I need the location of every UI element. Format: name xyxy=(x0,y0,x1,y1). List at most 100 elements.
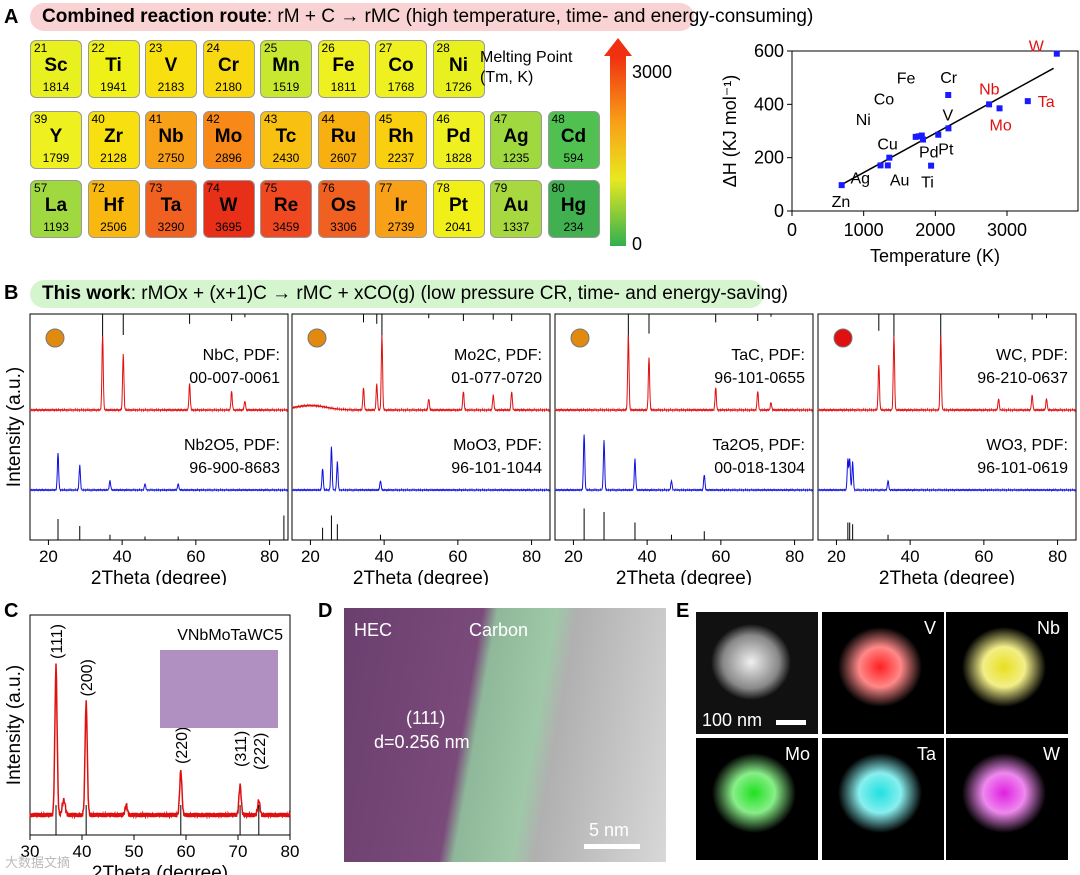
element-symbol: V xyxy=(164,55,178,76)
point-label: Au xyxy=(890,172,910,189)
melting-point: 1235 xyxy=(502,151,530,165)
melting-point: 1941 xyxy=(100,80,127,94)
panel-a-label: A xyxy=(4,6,19,28)
atomic-number: 57 xyxy=(34,181,48,195)
melting-point: 2430 xyxy=(272,151,300,165)
oxide-label: Nb2O5, PDF: xyxy=(184,437,280,454)
carbide-pattern xyxy=(817,335,1076,413)
atomic-number: 76 xyxy=(321,181,335,195)
x-axis-label: Temperature (K) xyxy=(870,246,1000,266)
data-point xyxy=(986,101,993,108)
point-label: Co xyxy=(874,91,895,108)
y-axis-label: Intensity (a.u.) xyxy=(4,367,25,487)
plot-frame xyxy=(29,614,291,836)
melting-point: 3459 xyxy=(272,220,300,234)
element-tile-nb: 41 Nb 2750 xyxy=(145,111,197,169)
melting-point: 1814 xyxy=(42,80,70,94)
hec-pattern xyxy=(29,663,291,820)
x-tick-label: 40 xyxy=(638,547,657,566)
panel-c-label: C xyxy=(4,600,19,622)
carbide-label: Mo2C, PDF: xyxy=(454,347,542,364)
x-axis-label: 2Theta (degree) xyxy=(92,863,228,875)
data-point xyxy=(838,182,845,189)
x-tick-label: 40 xyxy=(375,547,394,566)
x-tick-label: 60 xyxy=(177,842,196,861)
colorbar-max: 3000 xyxy=(632,62,673,82)
y-axis-label: Intensity (a.u.) xyxy=(4,665,25,785)
data-point xyxy=(1053,50,1060,57)
atomic-number: 43 xyxy=(264,112,278,126)
melting-point: 2506 xyxy=(100,220,127,234)
element-tile-pt: 78 Pt 2041 xyxy=(432,180,485,238)
element-tile-ti: 22 Ti 1941 xyxy=(87,40,140,98)
xrd-subplot: Mo2C, PDF: 01-077-0720 MoO3, PDF: 96-101-10… xyxy=(283,313,551,585)
atomic-number: 23 xyxy=(149,41,163,55)
oxide-pdf-label: 96-900-8683 xyxy=(189,460,280,477)
point-label: Pd xyxy=(919,145,939,162)
scale-label: 100 nm xyxy=(702,710,763,730)
atomic-number: 28 xyxy=(436,41,450,55)
element-symbol: Rh xyxy=(388,126,414,147)
x-tick-label: 20 xyxy=(564,547,583,566)
element-symbol: La xyxy=(44,195,68,216)
element-tile-cr: 24 Cr 2180 xyxy=(202,40,255,98)
dh-vs-temperature-chart: 0 1000 2000 3000 0 200 400 600 Temperature (K) ΔH… xyxy=(720,39,1079,266)
melting-point: 3695 xyxy=(215,220,242,234)
banner-title: Combined reaction route xyxy=(42,6,267,27)
carbide-pattern xyxy=(29,335,288,413)
y-tick-label: 600 xyxy=(754,41,784,61)
point-label: Ti xyxy=(921,175,934,192)
x-tick-label: 40 xyxy=(73,842,92,861)
atomic-number: 72 xyxy=(91,181,105,195)
element-symbol: Co xyxy=(388,55,414,76)
element-tile-sc: 21 Sc 1814 xyxy=(30,40,82,98)
atomic-number: 48 xyxy=(551,112,565,126)
element-symbol: Hf xyxy=(103,195,124,216)
plot-frame xyxy=(817,313,1077,541)
point-label: Ni xyxy=(856,112,871,129)
colorbar xyxy=(610,56,626,246)
oxide-pattern xyxy=(554,434,813,493)
banner-text: : rM + C → rMC (high temperature, time- … xyxy=(266,6,814,27)
peak-label: (222) xyxy=(252,733,269,770)
xrd-subplot: WC, PDF: 96-210-0637 WO3, PDF: 96-101-0619 2… xyxy=(817,313,1077,585)
y-tick-label: 0 xyxy=(774,201,784,221)
element-tile-rh: 45 Rh 2237 xyxy=(375,111,427,169)
eds-map-nb: Nb xyxy=(946,612,1068,734)
x-tick-label: 80 xyxy=(260,547,279,566)
hrtem-image: HEC Carbon (111) d=0.256 nm 5 nm xyxy=(344,608,666,862)
element-tile-hf: 72 Hf 2506 xyxy=(87,180,140,238)
peak-label: (111) xyxy=(49,624,66,659)
point-label: Pt xyxy=(938,142,954,159)
atomic-number: 74 xyxy=(206,181,220,195)
x-tick-label: 60 xyxy=(711,547,730,566)
point-label: V xyxy=(942,107,953,124)
melting-point: 1811 xyxy=(330,80,357,94)
point-label: Mo xyxy=(990,117,1012,134)
carbide-pdf-label: 00-007-0061 xyxy=(189,370,280,387)
scale-label: 5 nm xyxy=(589,820,630,840)
carbide-label: TaC, PDF: xyxy=(731,347,805,364)
oxide-pattern xyxy=(29,452,288,493)
element-symbol: Ta xyxy=(160,195,182,216)
x-tick-label: 60 xyxy=(974,547,993,566)
hec-formula: VNbMoTaWC5 xyxy=(177,627,283,644)
x-tick-label: 80 xyxy=(281,842,300,861)
crystal-structure-icon xyxy=(307,328,327,348)
element-tile-ni: 28 Ni 1726 xyxy=(432,40,485,98)
x-tick-label: 3000 xyxy=(987,220,1027,240)
data-point xyxy=(935,131,942,138)
atomic-number: 80 xyxy=(551,181,565,195)
melting-point: 1768 xyxy=(387,80,415,94)
element-tile-cd: 48 Cd 594 xyxy=(547,111,600,169)
element-tile-os: 76 Os 3306 xyxy=(317,180,370,238)
oxide-pdf-label: 96-101-0619 xyxy=(977,460,1068,477)
melting-point: 1193 xyxy=(43,220,69,234)
atomic-number: 42 xyxy=(206,112,220,126)
melting-point: 1799 xyxy=(42,151,70,165)
melting-point: 1726 xyxy=(445,80,472,94)
atomic-number: 47 xyxy=(494,112,508,126)
eds-map-v: V xyxy=(822,612,944,734)
data-point xyxy=(877,162,884,169)
element-tile-co: 27 Co 1768 xyxy=(375,40,427,98)
